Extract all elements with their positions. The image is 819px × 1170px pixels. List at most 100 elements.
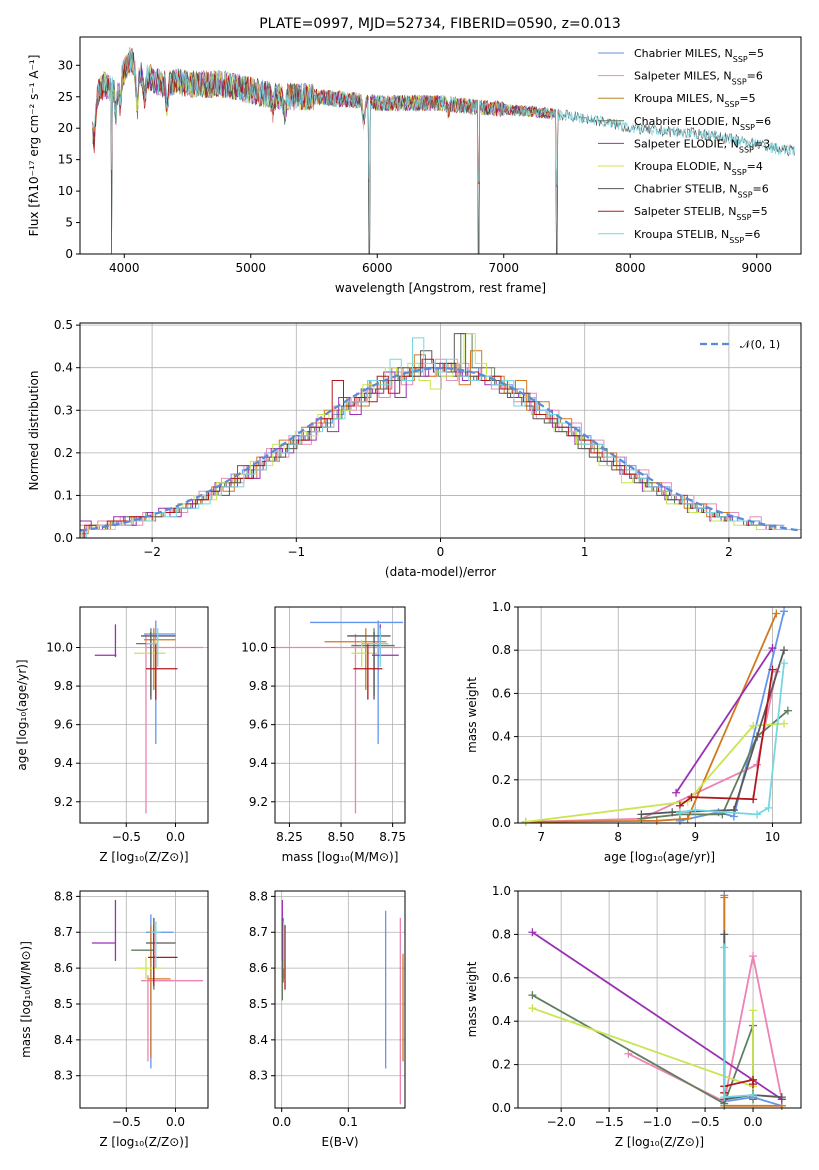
panel-massweight-vs-metallicity: −2.0 −1.5 −1.0 −0.5 0.0 0.0 0.2 0.4 0.6 0.8 1.0 Z [… <box>465 884 802 1149</box>
x-tick-label: 9000 <box>741 261 772 275</box>
panel-age-vs-metallicity: −0.5 0.0 9.2 9.4 9.6 9.8 10.0 Z [log₁₀(Z/Z⊙)] ag… <box>15 606 209 864</box>
y-tick-label: 8.7 <box>249 925 268 939</box>
massweight-series-line <box>531 931 783 1101</box>
panel-mass-vs-metallicity: −0.5 0.0 8.3 8.4 8.5 8.6 8.7 8.8 Z [log₁₀(Z/Z⊙)]… <box>19 889 209 1149</box>
x-tick-label: 8000 <box>615 261 646 275</box>
y-tick-label: 9.2 <box>249 795 268 809</box>
massweight-point-marker <box>780 646 789 655</box>
x-tick-label: −1.0 <box>643 1115 672 1129</box>
x-tick-label: −1.5 <box>595 1115 624 1129</box>
x-axis-label: wavelength [Angstrom, rest frame] <box>335 281 546 295</box>
x-tick-label: 4000 <box>109 261 140 275</box>
x-tick-label: −1 <box>287 545 305 559</box>
y-tick-label: 0.6 <box>492 686 511 700</box>
panel-massweight-vs-age: 7 8 9 10 0.0 0.2 0.4 0.6 0.8 1.0 age [log₁₀(age/yr… <box>465 600 802 864</box>
massweight-point-marker <box>772 609 781 618</box>
massweight-point-marker <box>749 1006 758 1015</box>
x-tick-label: 2 <box>725 545 733 559</box>
massweight-series-line <box>525 722 785 823</box>
y-tick-label: 0.0 <box>492 816 511 830</box>
y-tick-label: 8.6 <box>249 961 268 975</box>
y-tick-label: 0.4 <box>492 730 511 744</box>
x-axis-label: E(B-V) <box>321 1135 358 1149</box>
axes-frame <box>274 890 406 1109</box>
axes-frame <box>274 606 406 824</box>
spectrum-series-line <box>92 48 561 185</box>
y-tick-label: 0.0 <box>492 1101 511 1115</box>
x-tick-label: 6000 <box>362 261 393 275</box>
legend-label: Salpeter STELIB, NSSP=5 <box>634 205 768 222</box>
y-tick-label: 0.4 <box>54 361 73 375</box>
x-tick-label: 0.1 <box>339 1115 358 1129</box>
gaussian-reference-curve <box>80 367 801 532</box>
massweight-point-marker <box>675 808 684 817</box>
x-tick-label: 8.25 <box>276 830 303 844</box>
x-tick-label: 8.50 <box>328 830 355 844</box>
y-axis-label: age [log₁₀(age/yr)] <box>15 659 29 770</box>
x-axis-label: (data-model)/error <box>385 565 496 579</box>
massweight-point-marker <box>637 810 646 819</box>
y-tick-label: 0.6 <box>492 971 511 985</box>
histogram-series <box>81 333 801 538</box>
massweight-point-marker <box>749 721 758 730</box>
x-axis-label: Z [log₁₀(Z/Z⊙)] <box>615 1135 704 1149</box>
figure-title: PLATE=0997, MJD=52734, FIBERID=0590, z=0… <box>259 16 621 32</box>
massweight-point-marker <box>672 788 681 797</box>
y-tick-label: 0.1 <box>54 488 73 502</box>
massweight-series-line <box>525 613 778 823</box>
panel-age-vs-mass: 8.25 8.50 8.75 9.2 9.4 9.6 9.8 10.0 mass [log₁₀(… <box>241 606 406 864</box>
y-tick-label: 9.6 <box>54 718 73 732</box>
x-tick-label: 9 <box>692 830 700 844</box>
massweight-point-marker <box>668 808 677 817</box>
y-tick-label: 0.5 <box>54 318 73 332</box>
legend-label: Kroupa ELODIE, NSSP=4 <box>634 160 763 177</box>
massweight-point-marker <box>768 665 777 674</box>
y-tick-label: 1.0 <box>492 884 511 898</box>
x-axis-label: age [log₁₀(age/yr)] <box>604 850 715 864</box>
massweight-point-marker <box>528 991 537 1000</box>
legend-label: Chabrier STELIB, NSSP=6 <box>634 183 769 200</box>
x-tick-label: 0 <box>437 545 445 559</box>
axes-frame <box>79 36 802 255</box>
massweight-series-line <box>641 710 789 820</box>
massweight-point-marker <box>768 644 777 653</box>
y-axis-label: mass [log₁₀(M/M⊙)] <box>19 941 33 1058</box>
y-tick-label: 0.2 <box>492 773 511 787</box>
spectrum-series-line <box>92 49 561 185</box>
spectrum-series-line <box>92 47 561 187</box>
y-tick-label: 0.8 <box>492 643 511 657</box>
massweight-point-marker <box>720 1093 729 1102</box>
y-tick-label: 0.8 <box>492 927 511 941</box>
y-tick-label: 25 <box>58 90 73 104</box>
x-tick-label: −0.5 <box>112 1115 141 1129</box>
legend-label: Salpeter ELODIE, NSSP=3 <box>634 137 770 154</box>
y-tick-label: 9.6 <box>249 718 268 732</box>
massweight-point-marker <box>777 1093 786 1102</box>
legend-label: Chabrier ELODIE, NSSP=6 <box>634 115 771 132</box>
x-tick-label: 10 <box>765 830 780 844</box>
spectrum-series-line <box>92 48 561 185</box>
massweight-point-marker <box>521 817 530 826</box>
y-tick-label: 8.6 <box>54 961 73 975</box>
y-tick-label: 9.8 <box>54 679 73 693</box>
massweight-point-marker <box>753 732 762 741</box>
massweight-point-marker <box>720 930 729 939</box>
y-tick-label: 0.4 <box>492 1014 511 1028</box>
x-tick-label: 8.75 <box>379 830 406 844</box>
y-tick-label: 0.3 <box>54 403 73 417</box>
y-tick-label: 8.8 <box>249 889 268 903</box>
massweight-series-line <box>675 647 774 794</box>
massweight-point-marker <box>749 1090 758 1099</box>
massweight-point-marker <box>691 806 700 815</box>
y-tick-label: 8.3 <box>249 1069 268 1083</box>
massweight-point-marker <box>687 793 696 802</box>
x-tick-label: 5000 <box>235 261 266 275</box>
x-tick-label: 1 <box>581 545 589 559</box>
y-tick-label: 8.8 <box>54 889 73 903</box>
massweight-point-marker <box>528 928 537 937</box>
x-tick-label: 0.0 <box>166 830 185 844</box>
panel-spectrum: 4000 5000 6000 7000 8000 9000 0 5 10 15 20 25 30 wave… <box>27 36 802 295</box>
panel-mass-vs-ebv: 0.0 0.1 8.3 8.4 8.5 8.6 8.7 8.8 E(B-V) <box>249 889 406 1149</box>
x-tick-label: 0.0 <box>166 1115 185 1129</box>
